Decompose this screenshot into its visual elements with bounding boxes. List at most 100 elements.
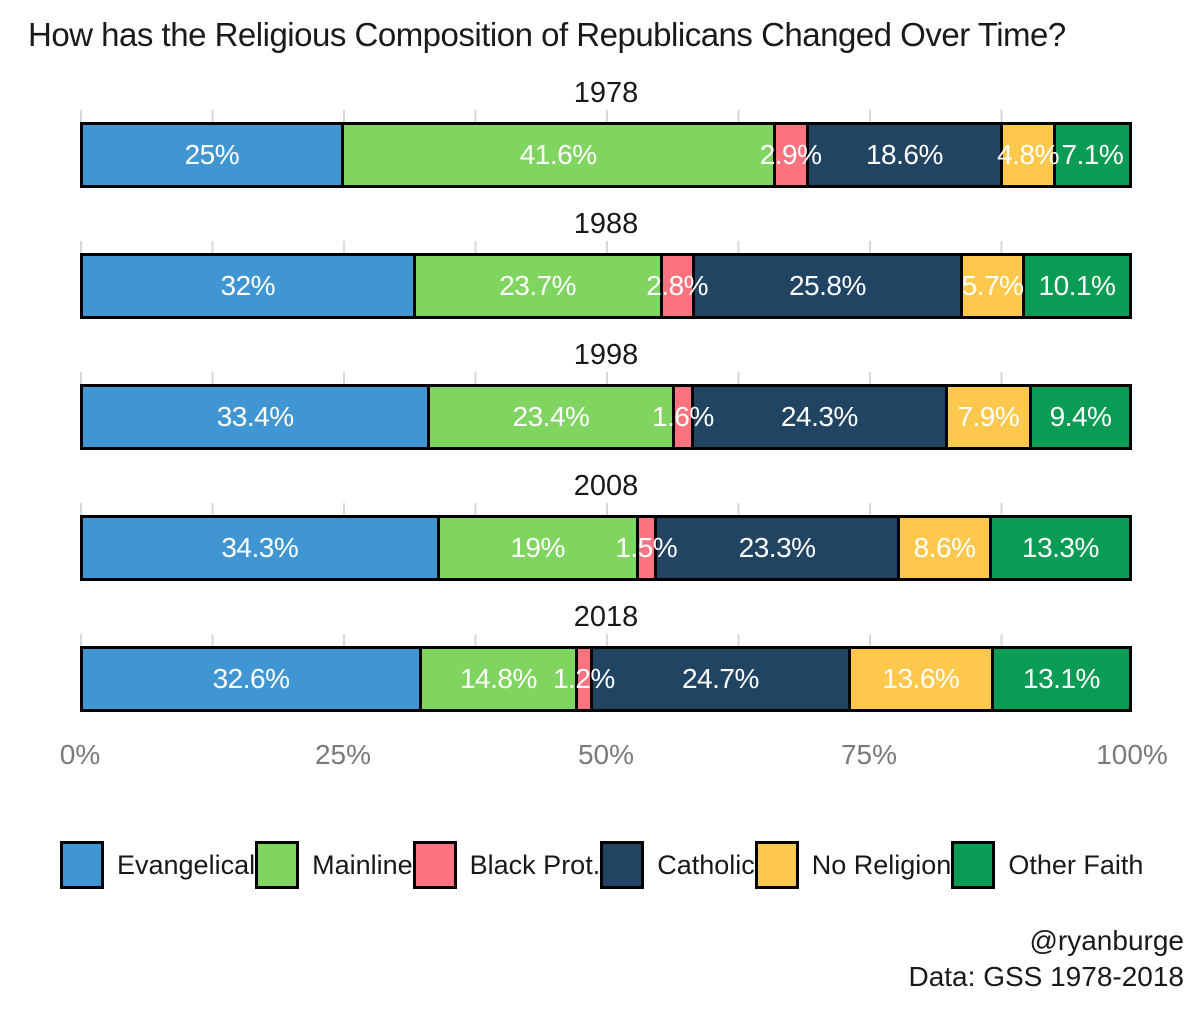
- bar-segment-label: 10.1%: [1038, 270, 1116, 301]
- footer: @ryanburge Data: GSS 1978-2018: [0, 923, 1184, 995]
- bar-segment-mainline: 23.7%: [412, 256, 660, 316]
- legend-swatch: [600, 841, 645, 889]
- x-tick-50: 50%: [577, 739, 635, 770]
- facet-row: 2018 32.6% 14.8% 1.2% 24.7% 13.6% 13.1%: [80, 600, 1132, 712]
- bar-segment-label: 25.8%: [788, 270, 866, 301]
- bar-segment-label: 2.9%: [759, 139, 822, 170]
- stacked-bar: 32.6% 14.8% 1.2% 24.7% 13.6% 13.1%: [80, 646, 1132, 712]
- facet-year-label: 1978: [573, 77, 639, 109]
- bar-segment-label: 33.4%: [216, 401, 294, 432]
- bar-segment-catholic: 18.6%: [805, 125, 1001, 185]
- bar-segment-black-prot-: 1.6%: [652, 387, 714, 447]
- bar-segment-catholic: 24.7%: [590, 649, 848, 709]
- legend-label: No Religion: [811, 849, 952, 880]
- bar-segment-other-faith: 10.1%: [1021, 256, 1130, 316]
- chart-title: How has the Religious Composition of Rep…: [28, 16, 1066, 53]
- bar-segment-black-prot-: 1.2%: [553, 649, 615, 709]
- bar-segment-no-religion: 13.6%: [847, 649, 991, 709]
- bar-segment-label: 23.3%: [738, 532, 816, 563]
- x-tick-25: 25%: [314, 739, 372, 770]
- bar-segment-evangelical: 32.6%: [83, 649, 420, 709]
- stacked-bar: 34.3% 19% 1.5% 23.3% 8.6% 13.3%: [80, 515, 1132, 581]
- bar-segment-label: 7.1%: [1061, 139, 1124, 170]
- bar-segment-mainline: 41.6%: [340, 125, 773, 185]
- bar-segment-label: 23.7%: [499, 270, 577, 301]
- legend-swatch: [255, 841, 300, 889]
- bar-segment-label: 34.3%: [221, 532, 299, 563]
- x-axis: 0% 25% 50% 75% 100%: [60, 731, 1168, 777]
- bar-segment-no-religion: 5.7%: [960, 256, 1024, 316]
- legend-item: Catholic: [600, 841, 755, 889]
- bar-segment-catholic: 23.3%: [654, 518, 898, 578]
- x-tick-0: 0%: [59, 739, 101, 770]
- chart-rows: 1978 25% 41.6% 2.9% 18.6% 4.8% 7.1% 1988 32% 2…: [80, 76, 1132, 712]
- legend-label: Other Faith: [1008, 849, 1144, 880]
- bar-segment-label: 32%: [220, 270, 276, 301]
- facet-row: 1988 32% 23.7% 2.8% 25.8% 5.7% 10.1%: [80, 207, 1132, 319]
- bar-segment-label: 23.4%: [512, 401, 590, 432]
- bar-segment-catholic: 25.8%: [691, 256, 961, 316]
- legend-label: Catholic: [657, 849, 755, 880]
- facet-row: 1998 33.4% 23.4% 1.6% 24.3% 7.9% 9.4%: [80, 338, 1132, 450]
- bar-segment-label: 1.6%: [651, 401, 714, 432]
- bar-segment-other-faith: 7.1%: [1052, 125, 1129, 185]
- facet-year-label: 1998: [573, 339, 639, 371]
- facet-year-label: 1988: [573, 208, 639, 240]
- facet-row: 1978 25% 41.6% 2.9% 18.6% 4.8% 7.1%: [80, 76, 1132, 188]
- legend-label: Mainline: [312, 849, 413, 880]
- bar-segment-label: 1.2%: [552, 663, 615, 694]
- bar-segment-label: 1.5%: [615, 532, 678, 563]
- stacked-bar: 33.4% 23.4% 1.6% 24.3% 7.9% 9.4%: [80, 384, 1132, 450]
- x-tick-100: 100%: [1096, 739, 1168, 770]
- bar-segment-mainline: 14.8%: [419, 649, 575, 709]
- bar-segment-black-prot-: 2.8%: [646, 256, 709, 316]
- bar-segment-label: 19%: [510, 532, 565, 563]
- bar-segment-label: 18.6%: [865, 139, 943, 170]
- bar-segment-label: 5.7%: [961, 270, 1024, 301]
- bar-segment-label: 41.6%: [519, 139, 597, 170]
- gridline-strip: [80, 503, 1132, 515]
- legend-item: Black Prot.: [412, 841, 601, 889]
- legend-label: Black Prot.: [469, 849, 601, 880]
- bar-segment-mainline: 19%: [436, 518, 636, 578]
- x-tick-75: 75%: [840, 739, 898, 770]
- bar-segment-catholic: 24.3%: [691, 387, 945, 447]
- legend-item: No Religion: [754, 841, 952, 889]
- legend-label: Evangelical: [117, 849, 256, 880]
- bar-segment-label: 9.4%: [1049, 401, 1112, 432]
- bar-segment-evangelical: 33.4%: [83, 387, 428, 447]
- legend-swatch: [951, 841, 996, 889]
- bar-segment-label: 8.6%: [913, 532, 976, 563]
- stacked-bar: 25% 41.6% 2.9% 18.6% 4.8% 7.1%: [80, 122, 1132, 188]
- bar-segment-black-prot-: 2.9%: [760, 125, 822, 185]
- bar-segment-no-religion: 8.6%: [897, 518, 989, 578]
- bar-segment-label: 13.3%: [1022, 532, 1099, 563]
- bar-segment-mainline: 23.4%: [427, 387, 672, 447]
- bar-segment-no-religion: 7.9%: [944, 387, 1030, 447]
- legend-swatch: [60, 841, 104, 889]
- gridline-strip: [80, 241, 1132, 253]
- facet-row: 2008 34.3% 19% 1.5% 23.3% 8.6% 13.3%: [80, 469, 1132, 581]
- bar-segment-evangelical: 32%: [83, 256, 413, 316]
- bar-segment-label: 7.9%: [957, 401, 1020, 432]
- legend-item: Other Faith: [951, 841, 1143, 889]
- legend-swatch: [754, 841, 799, 889]
- bar-segment-label: 2.8%: [646, 270, 709, 301]
- bar-segment-label: 13.6%: [882, 663, 960, 694]
- bar-segment-label: 24.3%: [780, 401, 858, 432]
- bar-segment-black-prot-: 1.5%: [615, 518, 678, 578]
- bar-segment-evangelical: 25%: [83, 125, 341, 185]
- bar-segment-label: 32.6%: [212, 663, 290, 694]
- legend: Evangelical Mainline Black Prot. Catholi…: [60, 841, 1143, 889]
- legend-swatch: [412, 841, 457, 889]
- gridline-strip: [80, 110, 1132, 122]
- bar-segment-other-faith: 13.3%: [988, 518, 1130, 578]
- facet-year-label: 2018: [573, 601, 639, 633]
- gridline-strip: [80, 372, 1132, 384]
- bar-segment-label: 14.8%: [459, 663, 537, 694]
- footer-source: Data: GSS 1978-2018: [908, 961, 1184, 992]
- bar-segment-no-religion: 4.8%: [997, 125, 1059, 185]
- legend-item: Mainline: [255, 841, 413, 889]
- gridline-strip: [80, 634, 1132, 646]
